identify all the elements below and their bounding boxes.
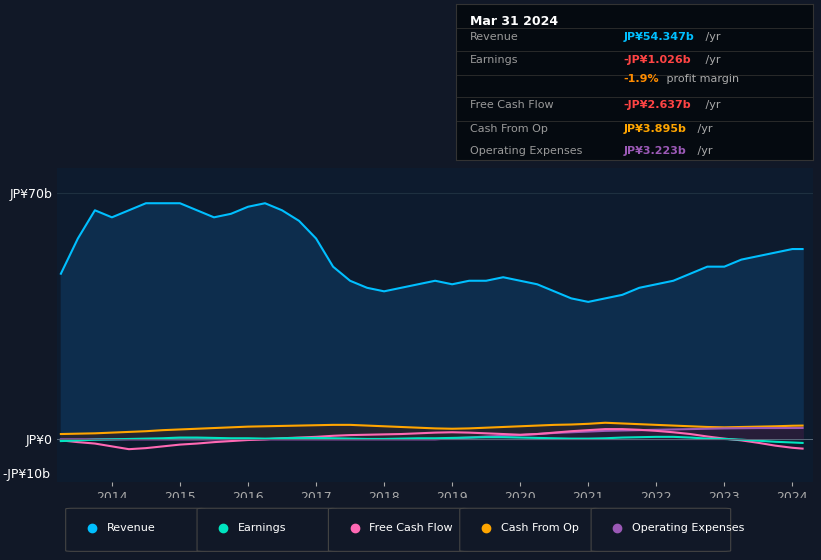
FancyBboxPatch shape — [66, 508, 205, 552]
Text: Revenue: Revenue — [107, 523, 155, 533]
Text: Operating Expenses: Operating Expenses — [470, 146, 582, 156]
FancyBboxPatch shape — [197, 508, 337, 552]
Text: -1.9%: -1.9% — [623, 74, 659, 84]
Text: JP¥3.895b: JP¥3.895b — [623, 124, 686, 134]
Text: Cash From Op: Cash From Op — [501, 523, 579, 533]
Text: Revenue: Revenue — [470, 32, 519, 42]
Text: -JP¥1.026b: -JP¥1.026b — [623, 55, 691, 66]
Text: JP¥3.223b: JP¥3.223b — [623, 146, 686, 156]
Text: /yr: /yr — [702, 32, 721, 42]
Text: Mar 31 2024: Mar 31 2024 — [470, 15, 558, 28]
Text: /yr: /yr — [702, 100, 721, 110]
Text: Earnings: Earnings — [238, 523, 287, 533]
FancyBboxPatch shape — [328, 508, 468, 552]
Text: /yr: /yr — [702, 55, 721, 66]
Text: JP¥54.347b: JP¥54.347b — [623, 32, 695, 42]
Text: /yr: /yr — [695, 124, 713, 134]
Text: /yr: /yr — [695, 146, 713, 156]
FancyBboxPatch shape — [460, 508, 599, 552]
Text: Free Cash Flow: Free Cash Flow — [369, 523, 453, 533]
Text: Free Cash Flow: Free Cash Flow — [470, 100, 553, 110]
Text: profit margin: profit margin — [663, 74, 739, 84]
Text: Earnings: Earnings — [470, 55, 518, 66]
Text: -JP¥10b: -JP¥10b — [2, 468, 50, 481]
Text: Cash From Op: Cash From Op — [470, 124, 548, 134]
Text: Operating Expenses: Operating Expenses — [632, 523, 745, 533]
FancyBboxPatch shape — [591, 508, 731, 552]
Text: -JP¥2.637b: -JP¥2.637b — [623, 100, 691, 110]
